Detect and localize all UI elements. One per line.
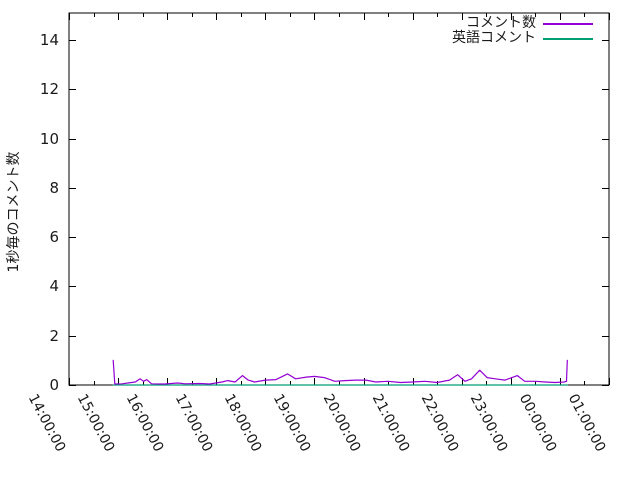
y-tick-label: 8	[49, 178, 59, 197]
y-tick-label: 4	[49, 277, 59, 296]
series-line-コメント数	[112, 359, 568, 385]
y-axis-title: 1秒毎のコメント数	[6, 151, 22, 273]
legend-line-sample-english-comments	[543, 37, 593, 40]
legend-line-sample-comments	[543, 22, 593, 25]
y-tick-label: 2	[49, 326, 59, 345]
legend-label-english-comments: 英語コメント	[452, 30, 536, 46]
y-tick-label: 10	[39, 129, 59, 148]
y-tick-label: 14	[39, 31, 59, 50]
legend-row-english-comments: 英語コメント	[390, 31, 593, 46]
y-tick-label: 12	[39, 80, 59, 99]
legend-row-comments: コメント数	[390, 16, 593, 31]
plot-border	[68, 12, 610, 386]
legend-label-comments: コメント数	[466, 15, 536, 31]
y-tick-label: 6	[49, 228, 59, 247]
axis-ticks	[69, 13, 610, 386]
legend: コメント数 英語コメント	[390, 16, 593, 46]
y-tick-label: 0	[49, 376, 59, 394]
